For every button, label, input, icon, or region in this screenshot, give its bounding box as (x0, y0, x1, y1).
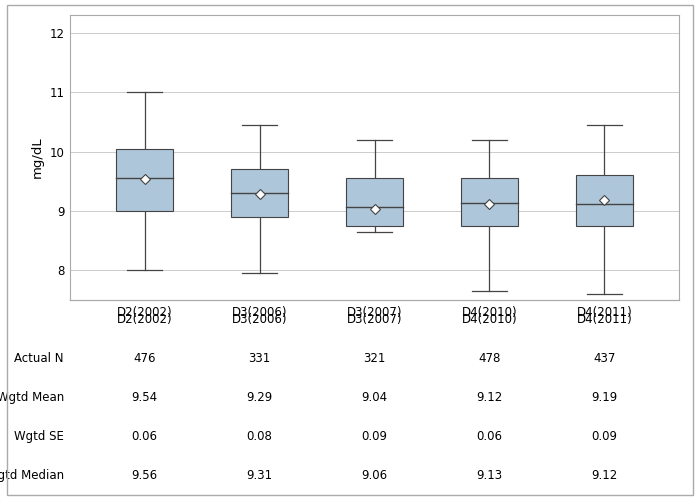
Text: Wgtd SE: Wgtd SE (14, 430, 64, 443)
Text: 9.13: 9.13 (476, 469, 503, 482)
Text: 478: 478 (478, 352, 500, 365)
Text: 9.31: 9.31 (246, 469, 273, 482)
Text: D2(2002): D2(2002) (117, 313, 172, 326)
Bar (116, 148, 174, 211)
Text: 437: 437 (593, 352, 615, 365)
Text: 9.19: 9.19 (592, 391, 617, 404)
Text: 0.06: 0.06 (477, 430, 503, 443)
Text: 9.04: 9.04 (361, 391, 388, 404)
Bar (346, 178, 403, 226)
Bar (575, 176, 633, 226)
Text: Wgtd Median: Wgtd Median (0, 469, 64, 482)
Text: 0.09: 0.09 (361, 430, 388, 443)
Text: D4(2011): D4(2011) (576, 313, 632, 326)
Text: 9.54: 9.54 (132, 391, 158, 404)
Text: 9.56: 9.56 (132, 469, 158, 482)
Text: 0.08: 0.08 (246, 430, 272, 443)
Bar (231, 170, 288, 217)
Text: D3(2007): D3(2007) (346, 313, 402, 326)
Text: D3(2006): D3(2006) (232, 313, 287, 326)
Text: Wgtd Mean: Wgtd Mean (0, 391, 64, 404)
Text: 476: 476 (134, 352, 156, 365)
Text: 9.12: 9.12 (476, 391, 503, 404)
Text: 0.06: 0.06 (132, 430, 158, 443)
Text: 9.12: 9.12 (592, 469, 617, 482)
Text: 321: 321 (363, 352, 386, 365)
Text: 9.29: 9.29 (246, 391, 273, 404)
Text: 331: 331 (248, 352, 271, 365)
Y-axis label: mg/dL: mg/dL (31, 136, 44, 178)
Text: D4(2010): D4(2010) (461, 313, 517, 326)
Bar (461, 178, 518, 226)
Text: Actual N: Actual N (15, 352, 64, 365)
Text: 0.09: 0.09 (592, 430, 617, 443)
Text: 9.06: 9.06 (361, 469, 388, 482)
